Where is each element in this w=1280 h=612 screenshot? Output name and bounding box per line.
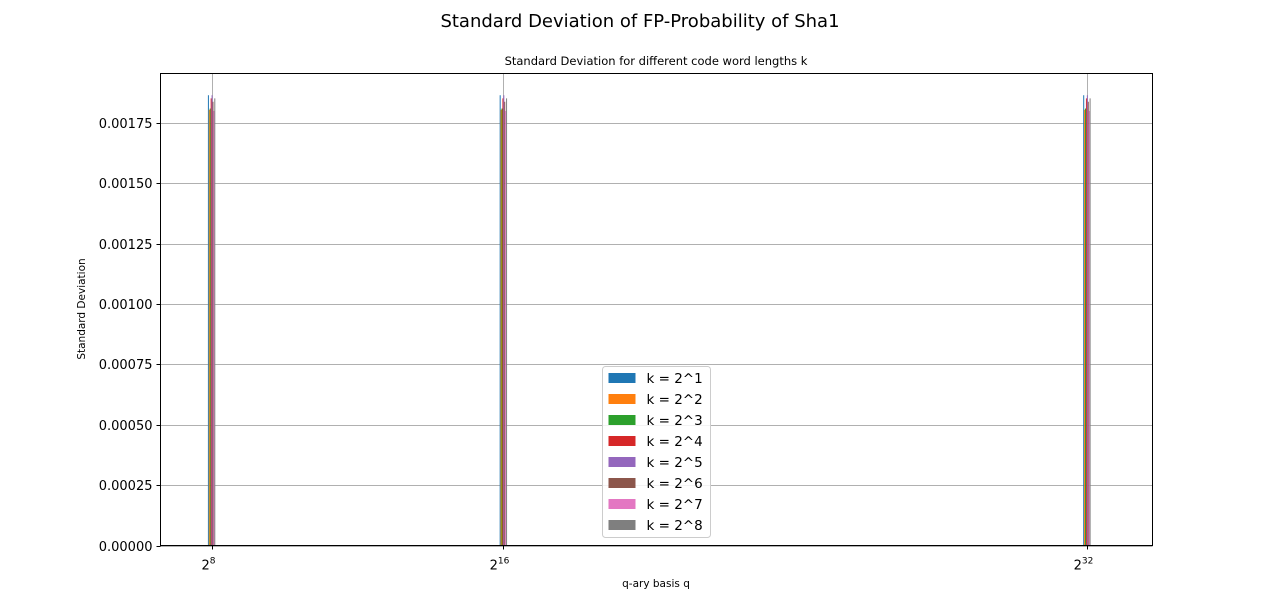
plot-frame	[160, 73, 1153, 546]
legend: k = 2^1 k = 2^2 k = 2^3 k = 2^4 k = 2^5 k = 2…	[602, 366, 711, 538]
bars	[207, 95, 1091, 546]
bar	[500, 109, 502, 546]
bar	[506, 98, 508, 546]
y-tick-label: 0.00175	[99, 117, 153, 132]
x-tick-label: 232	[1074, 557, 1094, 574]
y-tick-label: 0.00125	[99, 238, 153, 253]
bar	[1085, 108, 1087, 546]
bar	[208, 109, 210, 546]
bar	[1086, 95, 1088, 546]
y-tick-label: 0.00100	[99, 298, 153, 313]
y-tick-label: 0.00150	[99, 177, 153, 192]
y-axis-label: Standard Deviation	[76, 258, 88, 359]
bar	[212, 101, 214, 546]
legend-swatch	[608, 373, 636, 383]
bar	[501, 108, 503, 546]
bar	[504, 101, 506, 546]
bar	[210, 98, 212, 546]
y-tick-label: 0.00000	[99, 540, 153, 555]
bar	[1089, 98, 1091, 546]
y-tick-label: 0.00075	[99, 358, 153, 373]
legend-label: k = 2^6	[647, 476, 703, 492]
y-tick-label: 0.00050	[99, 419, 153, 434]
y-axis-ticks: 0.00000 0.00025 0.00050 0.00075 0.00100 0.001…	[99, 117, 161, 555]
bar	[499, 95, 501, 546]
chart-title: Standard Deviation of FP-Probability of …	[440, 11, 839, 32]
bar	[1084, 109, 1086, 546]
legend-swatch	[608, 520, 636, 530]
legend-swatch	[608, 457, 636, 467]
legend-swatch	[608, 478, 636, 488]
bar	[502, 98, 504, 546]
legend-label: k = 2^2	[647, 392, 703, 408]
legend-swatch	[608, 394, 636, 404]
legend-label: k = 2^1	[647, 371, 703, 387]
bar	[1085, 98, 1087, 546]
legend-swatch	[608, 499, 636, 509]
x-tick-label: 216	[490, 557, 510, 574]
legend-label: k = 2^5	[647, 455, 703, 471]
legend-swatch	[608, 436, 636, 446]
bar	[209, 108, 211, 546]
y-tick-label: 0.00025	[99, 479, 153, 494]
bar	[505, 110, 507, 546]
legend-label: k = 2^4	[647, 434, 703, 450]
legend-label: k = 2^8	[647, 518, 703, 534]
bar	[213, 110, 215, 546]
legend-label: k = 2^3	[647, 413, 703, 429]
bar	[1083, 95, 1085, 546]
bar	[503, 95, 505, 546]
chart-subtitle: Standard Deviation for different code wo…	[505, 54, 808, 68]
x-axis-label: q-ary basis q	[622, 578, 690, 590]
bar	[207, 95, 209, 546]
x-tick-label: 28	[201, 557, 215, 574]
bar	[211, 95, 213, 546]
legend-box	[602, 366, 711, 538]
legend-label: k = 2^7	[647, 497, 703, 513]
legend-swatch	[608, 415, 636, 425]
bar	[214, 98, 216, 546]
bar	[1088, 110, 1090, 546]
x-axis-ticks: 28 216 232	[201, 545, 1094, 574]
bar	[1087, 101, 1089, 546]
